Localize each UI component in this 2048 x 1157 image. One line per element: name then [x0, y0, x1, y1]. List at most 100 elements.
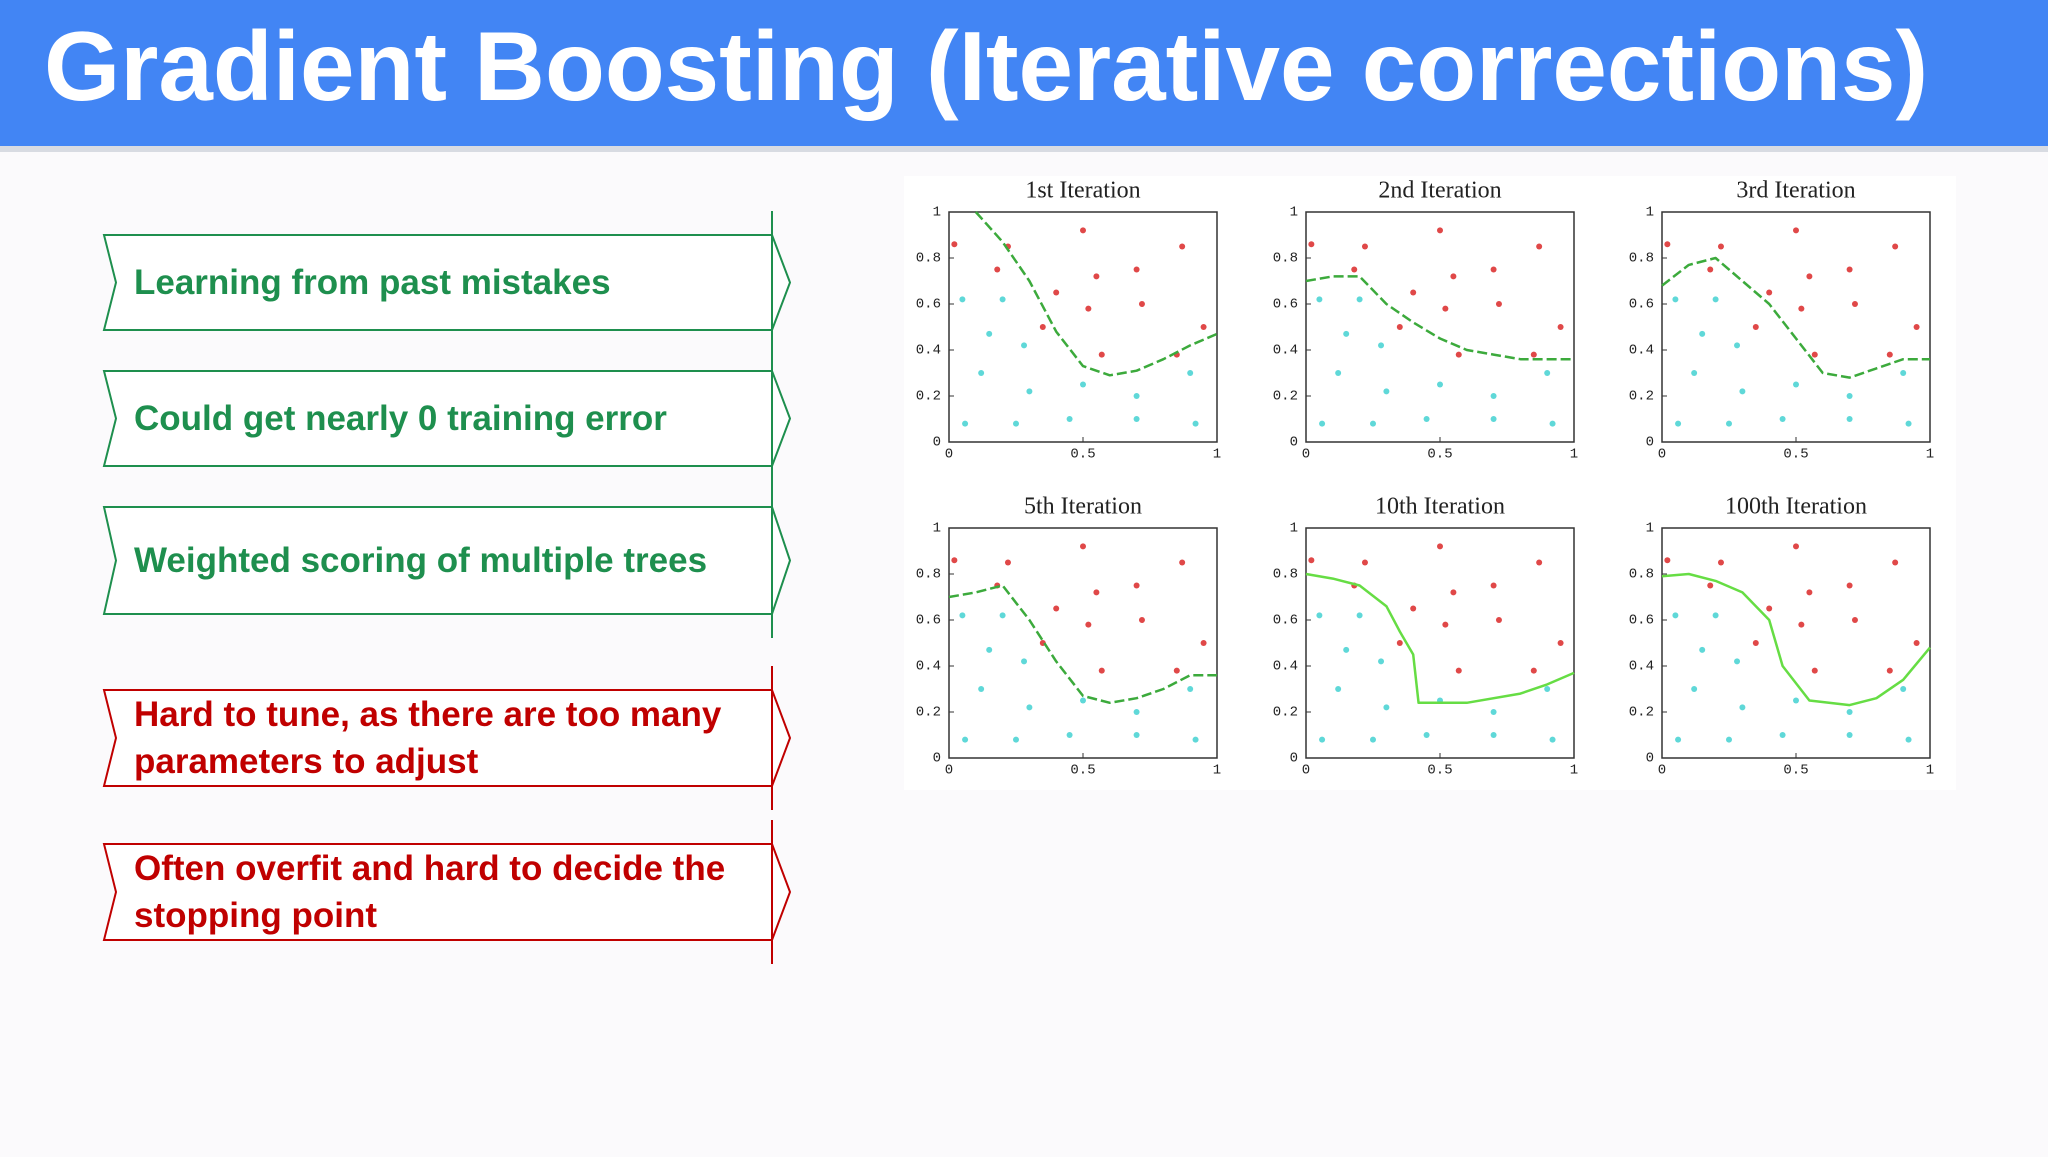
point [1343, 330, 1350, 337]
point [1675, 420, 1682, 427]
point [1378, 658, 1385, 665]
point [962, 736, 969, 743]
point [1806, 589, 1813, 596]
banner-text: Could get nearly 0 training error [134, 398, 667, 438]
point [1495, 301, 1502, 307]
banner: Learning from past mistakes [102, 211, 792, 354]
x-tick-label: 1 [1570, 763, 1578, 779]
point [1490, 582, 1497, 589]
point [1437, 227, 1443, 234]
banner-text-box: Hard to tune, as there are too many para… [134, 694, 722, 781]
point [1846, 582, 1853, 589]
point [1085, 305, 1092, 312]
panel-title: 10th Iteration [1375, 494, 1505, 520]
point [1335, 686, 1342, 692]
point [1455, 351, 1462, 358]
point [1672, 612, 1679, 619]
panel-title: 100th Iteration [1725, 494, 1867, 520]
point [1200, 640, 1207, 646]
panel: 2nd Iteration 0 0.5 1 0 0.2 0.4 0.6 0.8 1 [1273, 178, 1578, 463]
point [1675, 736, 1682, 743]
point [1187, 370, 1194, 376]
point [1133, 582, 1140, 589]
point [1766, 289, 1773, 296]
point [1093, 589, 1100, 596]
point [1766, 605, 1773, 612]
point [1437, 543, 1443, 550]
panel: 3rd Iteration 0 0.5 1 0 0.2 0.4 0.6 0.8 1 [1629, 178, 1934, 463]
y-tick-label: 0 [1646, 435, 1654, 451]
point [1098, 351, 1105, 358]
x-tick-label: 0.5 [1427, 763, 1452, 779]
y-tick-label: 0 [1646, 751, 1654, 767]
point [1490, 732, 1497, 738]
point [1066, 732, 1073, 738]
plot-frame [948, 211, 1218, 443]
point [994, 266, 1001, 273]
header-shadow [0, 146, 2048, 152]
boundary-curve [948, 584, 1217, 705]
x-tick-label: 0 [1658, 763, 1666, 779]
plot-frame [948, 527, 1218, 759]
banner-text: Often overfit and hard to decide the sto… [134, 848, 726, 935]
point [1450, 273, 1457, 280]
point [1026, 704, 1033, 711]
point [1192, 420, 1199, 427]
x-tick-label: 0 [1302, 763, 1310, 779]
point [1378, 342, 1385, 349]
y-tick-label: 0.8 [916, 251, 941, 267]
point [1308, 241, 1315, 248]
y-tick-label: 0.4 [916, 659, 941, 675]
point [1806, 273, 1813, 280]
point [1080, 381, 1086, 388]
point [1410, 289, 1417, 296]
point [1900, 686, 1907, 692]
y-tick-label: 0.6 [1273, 613, 1298, 629]
x-tick-label: 0.5 [1070, 763, 1095, 779]
point [1544, 370, 1551, 376]
y-tick-label: 0 [933, 435, 941, 451]
x-tick-label: 1 [1926, 447, 1934, 463]
point [1187, 686, 1194, 692]
point [1039, 324, 1046, 330]
panel-title: 1st Iteration [1025, 178, 1140, 204]
point [1905, 420, 1912, 427]
y-tick-label: 0.6 [916, 297, 941, 313]
header-bar [0, 0, 2048, 146]
banner-text-box: Weighted scoring of multiple trees [134, 541, 707, 580]
banner-text: Learning from past mistakes [134, 262, 611, 302]
y-tick-label: 0.4 [1629, 343, 1654, 359]
point [1192, 736, 1199, 743]
point [1085, 621, 1092, 628]
point [1098, 667, 1105, 674]
panel: 5th Iteration 0 0.5 1 0 0.2 0.4 0.6 0.8 1 [916, 494, 1221, 779]
y-tick-label: 0 [1290, 435, 1298, 451]
point [1356, 296, 1363, 303]
point [1530, 351, 1537, 358]
y-tick-label: 0.8 [1273, 251, 1298, 267]
boundary-curve [1661, 256, 1930, 379]
point [1779, 732, 1786, 738]
panel-title: 5th Iteration [1024, 494, 1142, 520]
point [1557, 640, 1564, 646]
point [1495, 617, 1502, 623]
banner-text: Hard to tune, as there are too many para… [134, 694, 722, 781]
banner: Often overfit and hard to decide the sto… [102, 820, 792, 964]
y-tick-label: 1 [1646, 205, 1654, 221]
point [1691, 686, 1698, 692]
x-tick-label: 0.5 [1070, 447, 1095, 463]
banner-text-box: Often overfit and hard to decide the sto… [134, 848, 726, 935]
point [1549, 420, 1556, 427]
y-tick-label: 1 [933, 521, 941, 537]
point [1717, 243, 1724, 250]
panel-title: 2nd Iteration [1378, 178, 1501, 204]
plot-frame [1305, 527, 1575, 759]
point [959, 612, 966, 619]
point [1133, 709, 1140, 715]
point [1811, 667, 1818, 674]
plot-frame [1305, 211, 1575, 443]
y-tick-label: 0 [1290, 751, 1298, 767]
point [1361, 559, 1368, 566]
y-tick-label: 0.6 [1273, 297, 1298, 313]
point [1308, 557, 1315, 564]
